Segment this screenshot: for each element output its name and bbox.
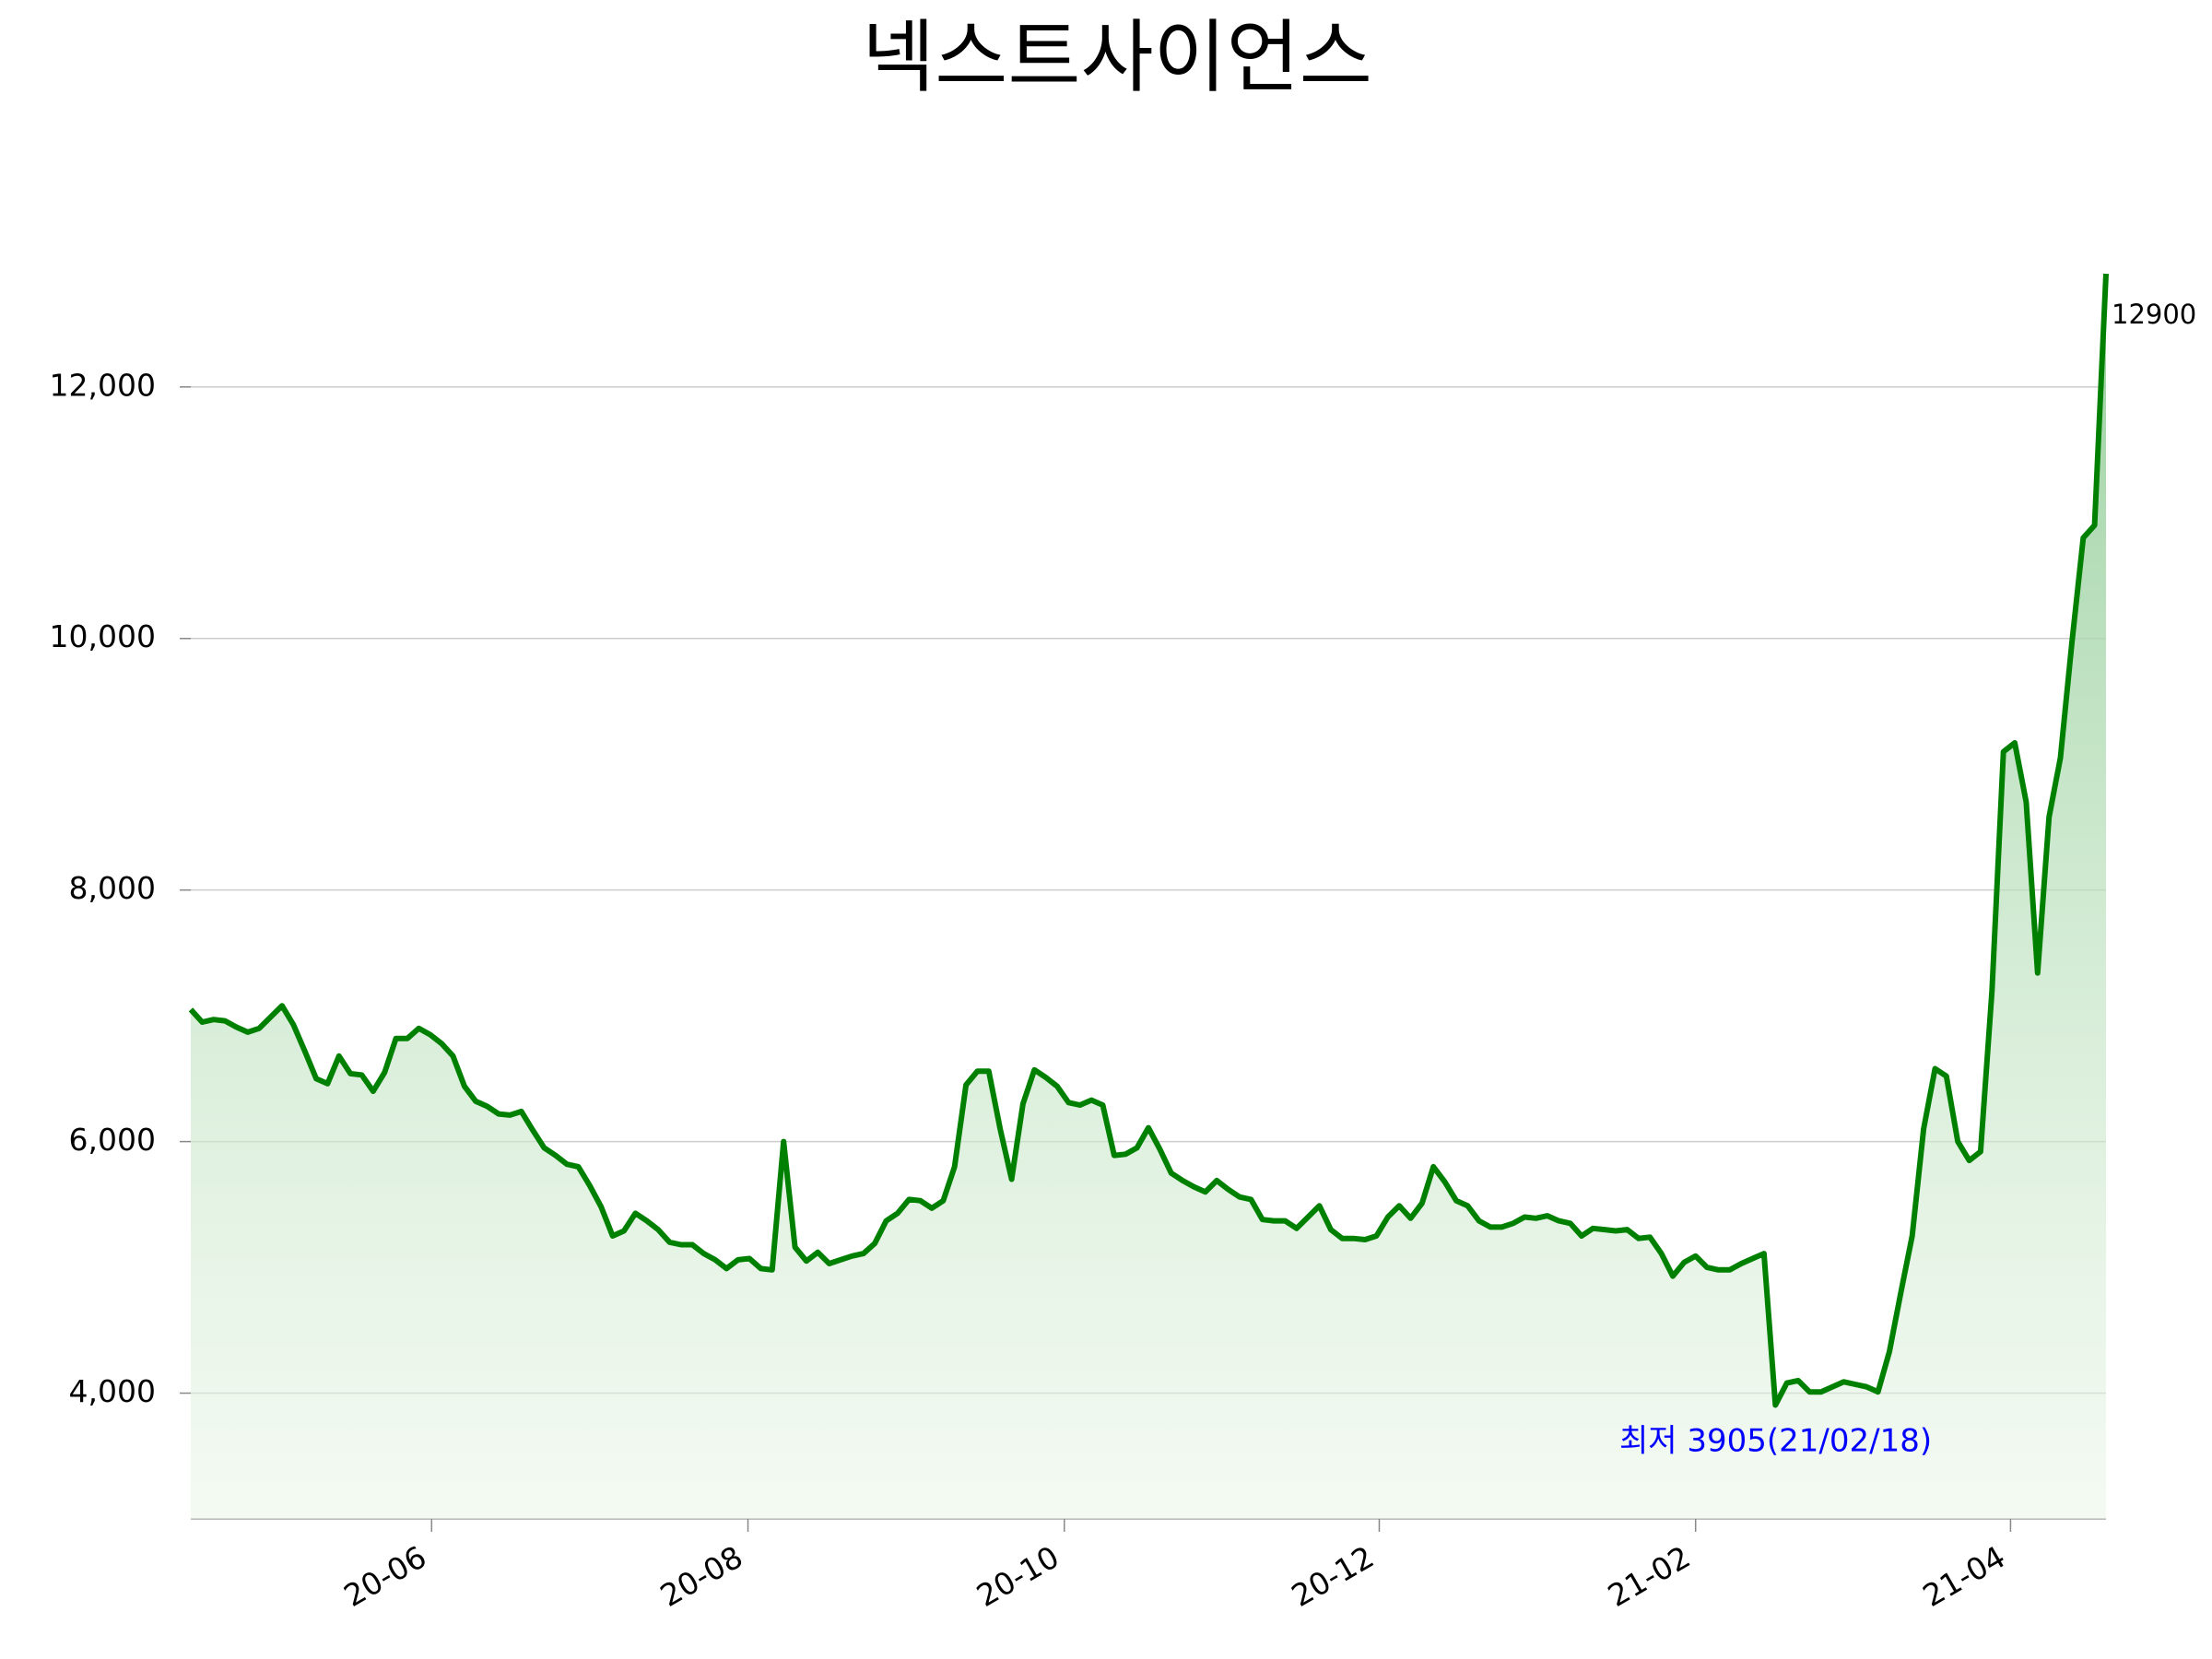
min-annotation: 최저 3905(21/02/18) [1619,1423,1932,1460]
y-tick-label: 6,000 [69,1122,156,1158]
x-tick-label: 20-08 [654,1538,749,1614]
x-tick-label: 20-10 [971,1538,1065,1614]
y-tick-label: 10,000 [50,618,156,654]
x-tick-label: 21-04 [1917,1538,2012,1614]
max-annotation: 12900 [2112,299,2196,330]
line [188,273,2109,1408]
area [191,274,2106,1519]
y-tick-label: 12,000 [50,367,156,403]
y-tick-label: 4,000 [69,1373,156,1409]
chart-title: 넥스트사이언스 [862,11,1372,103]
y-tick-label: 8,000 [69,870,156,906]
x-tick-label: 20-12 [1286,1538,1381,1614]
x-tick-label: 20-06 [338,1538,433,1614]
x-tick-label: 21-02 [1602,1538,1697,1614]
